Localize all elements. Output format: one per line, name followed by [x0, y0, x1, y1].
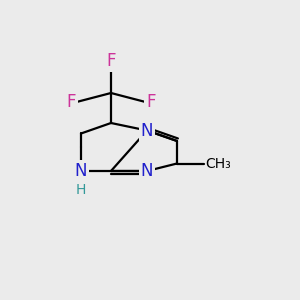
Text: F: F [146, 93, 156, 111]
Text: F: F [146, 93, 156, 111]
Text: CH₃: CH₃ [206, 157, 231, 170]
Text: N: N [141, 122, 153, 140]
Text: F: F [106, 52, 116, 70]
Text: N: N [141, 122, 153, 140]
Text: H: H [76, 184, 86, 197]
Text: N: N [75, 162, 87, 180]
Text: N: N [141, 162, 153, 180]
Text: F: F [66, 93, 76, 111]
Text: F: F [66, 93, 76, 111]
Text: N: N [141, 162, 153, 180]
Text: F: F [106, 52, 116, 70]
Text: H: H [76, 184, 86, 197]
Text: N: N [75, 162, 87, 180]
